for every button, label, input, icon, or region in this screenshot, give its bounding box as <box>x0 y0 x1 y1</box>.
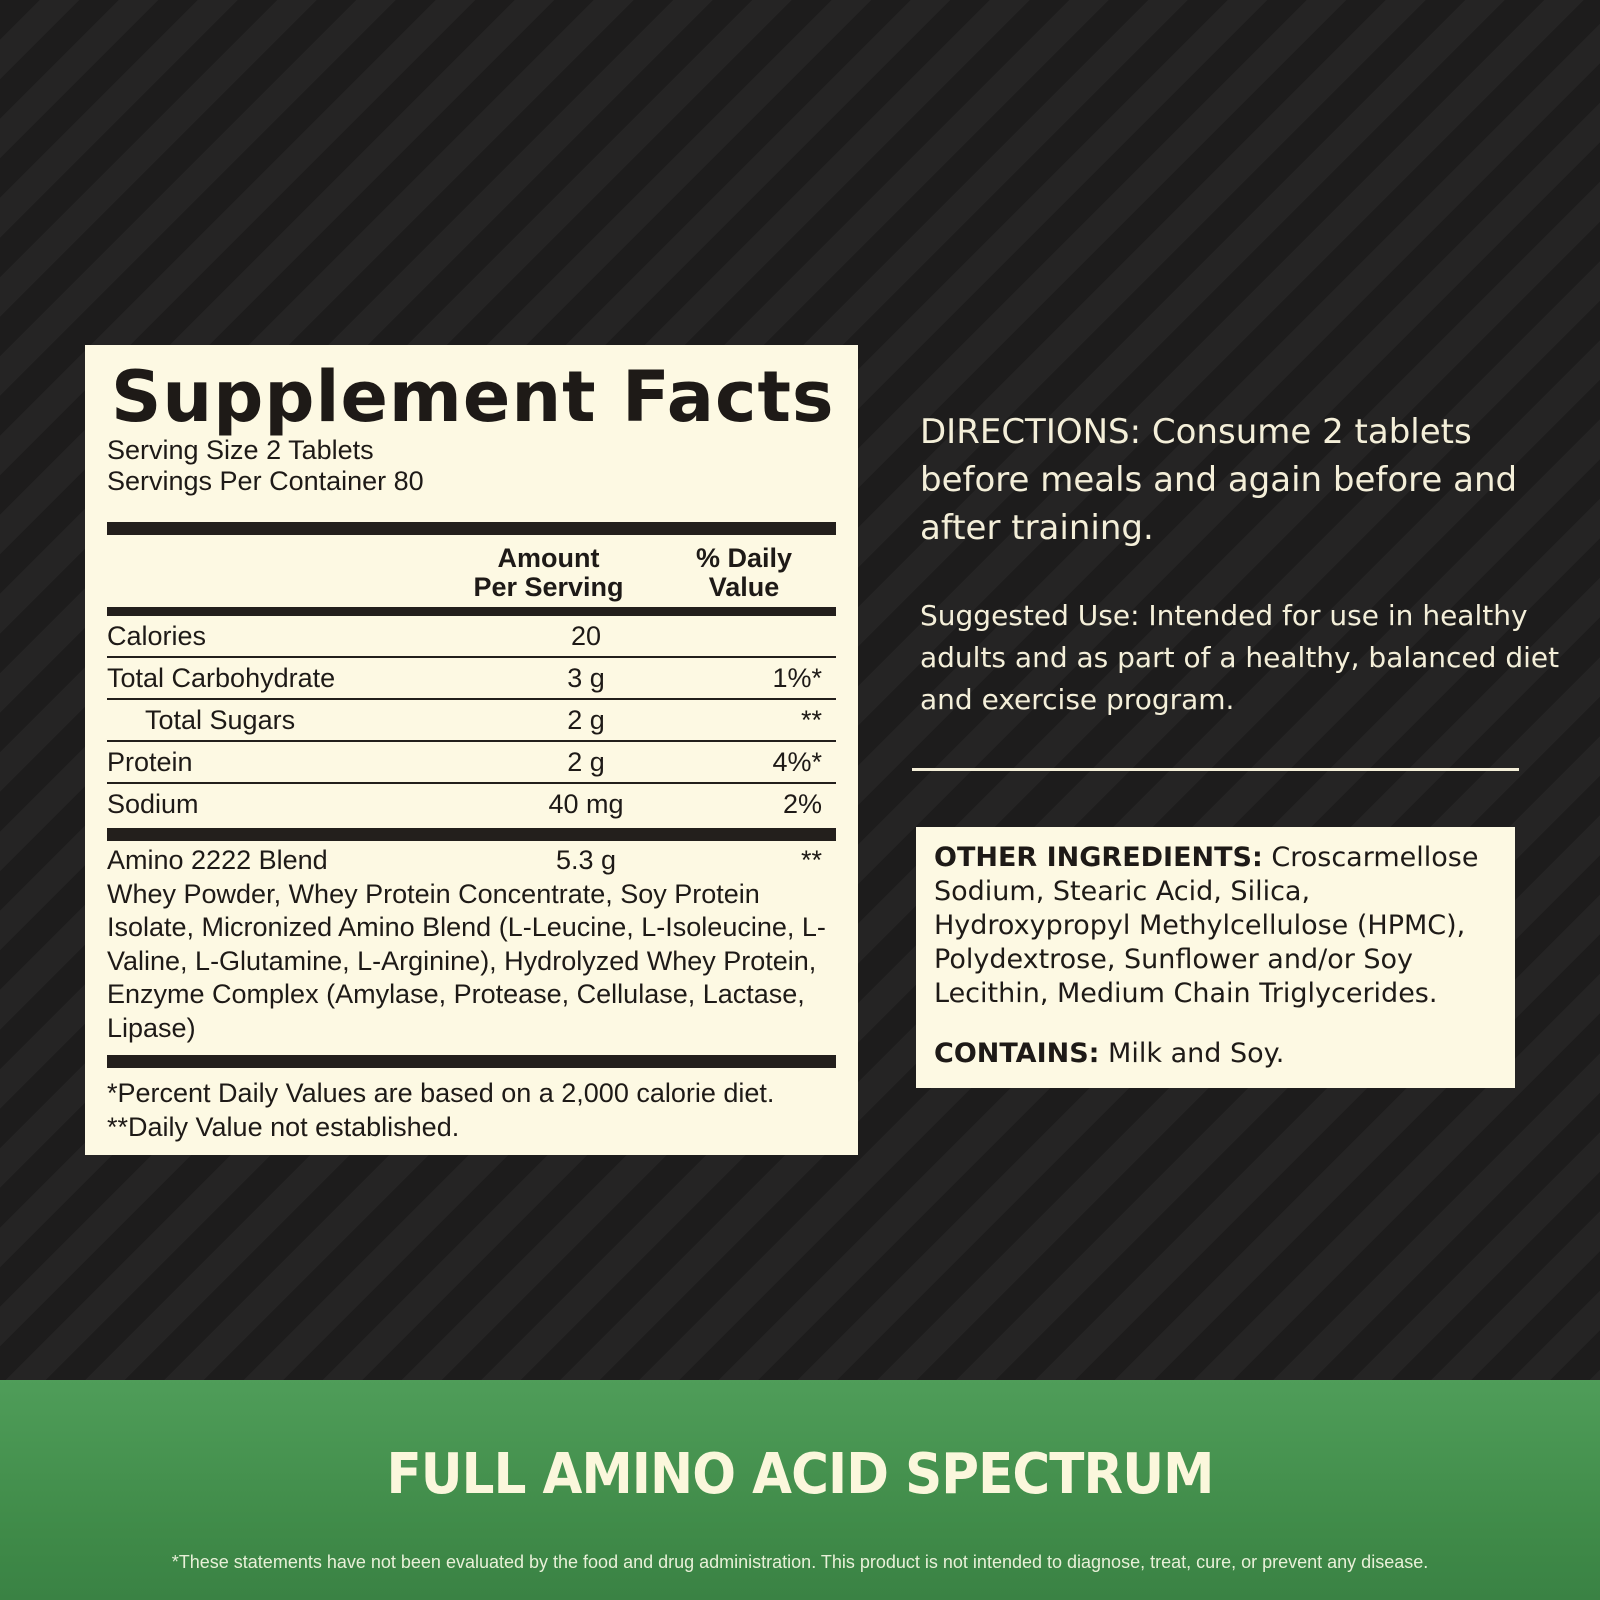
contains: CONTAINS: Milk and Soy. <box>934 1037 1497 1071</box>
nutrient-amount: 2 g <box>567 746 605 777</box>
divider-line <box>912 768 1519 771</box>
footnote-not-established: **Daily Value not established. <box>107 1112 460 1142</box>
nutrient-row: Total Carbohydrate 3 g 1%* <box>107 658 836 698</box>
other-ingredients-label: OTHER INGREDIENTS: <box>934 842 1263 873</box>
column-headers: Amount Per Serving % Daily Value <box>107 535 836 607</box>
nutrient-dv: 1%* <box>772 662 822 693</box>
nutrient-row: Total Sugars 2 g ** <box>107 700 836 740</box>
nutrient-dv: ** <box>800 704 822 735</box>
nutrient-name: Calories <box>107 620 207 651</box>
nutrient-row: Sodium 40 mg 2% <box>107 784 836 824</box>
nutrient-name: Protein <box>107 746 193 777</box>
nutrient-amount: 40 mg <box>548 788 624 819</box>
other-ingredients-text: Croscarmellose Sodium, Stearic Acid, Sil… <box>934 842 1479 1009</box>
divider <box>107 522 836 535</box>
servings-per-container: Servings Per Container 80 <box>107 466 424 496</box>
nutrient-name: Total Sugars <box>145 704 296 735</box>
facts-title: Supplement Facts <box>111 356 835 438</box>
nutrient-amount: 20 <box>570 620 602 651</box>
green-banner: FULL AMINO ACID SPECTRUM *These statemen… <box>0 1380 1600 1600</box>
banner-title: FULL AMINO ACID SPECTRUM <box>386 1442 1214 1507</box>
nutrient-row: Protein 2 g 4%* <box>107 742 836 782</box>
blend-section: Amino 2222 Blend 5.3 g ** Whey Powder, Whe… <box>107 841 836 1055</box>
amount-header-line2: Per Serving <box>473 572 624 602</box>
blend-amount: 5.3 g <box>555 845 617 875</box>
nutrient-row: Calories 20 <box>107 616 836 656</box>
nutrient-dv: 2% <box>782 788 822 819</box>
blend-dv: ** <box>800 845 822 875</box>
nutrient-amount: 2 g <box>567 704 605 735</box>
fda-disclaimer: *These statements have not been evaluate… <box>171 1552 1429 1572</box>
dv-header: % Daily <box>695 543 793 573</box>
divider <box>107 828 836 841</box>
nutrient-name: Total Carbohydrate <box>107 662 336 693</box>
nutrient-name: Sodium <box>107 788 199 819</box>
amount-header: Amount <box>497 543 600 573</box>
dv-header-line2: Value <box>708 572 780 602</box>
other-ingredients: OTHER INGREDIENTS: Croscarmellose Sodium… <box>934 841 1497 1011</box>
contains-text: Milk and Soy. <box>1099 1038 1285 1069</box>
supplement-facts-panel: Supplement Facts Serving Size 2 Tablets … <box>85 345 858 1155</box>
other-ingredients-box: OTHER INGREDIENTS: Croscarmellose Sodium… <box>916 827 1515 1088</box>
suggested-use-text: Suggested Use: Intended for use in healt… <box>920 599 1560 716</box>
serving-size: Serving Size 2 Tablets <box>107 435 374 465</box>
directions-text: DIRECTIONS: Consume 2 tablets before mea… <box>920 412 1518 548</box>
divider <box>107 607 836 616</box>
blend-name: Amino 2222 Blend <box>107 845 328 875</box>
blend-ingredients: Whey Powder, Whey Protein Concentrate, S… <box>107 878 826 1043</box>
divider <box>107 1055 836 1068</box>
contains-label: CONTAINS: <box>934 1038 1100 1069</box>
footnote-dv: *Percent Daily Values are based on a 2,0… <box>107 1078 775 1108</box>
footnotes: *Percent Daily Values are based on a 2,0… <box>107 1068 836 1144</box>
nutrient-dv: 4%* <box>772 746 822 777</box>
nutrient-amount: 3 g <box>567 662 605 693</box>
